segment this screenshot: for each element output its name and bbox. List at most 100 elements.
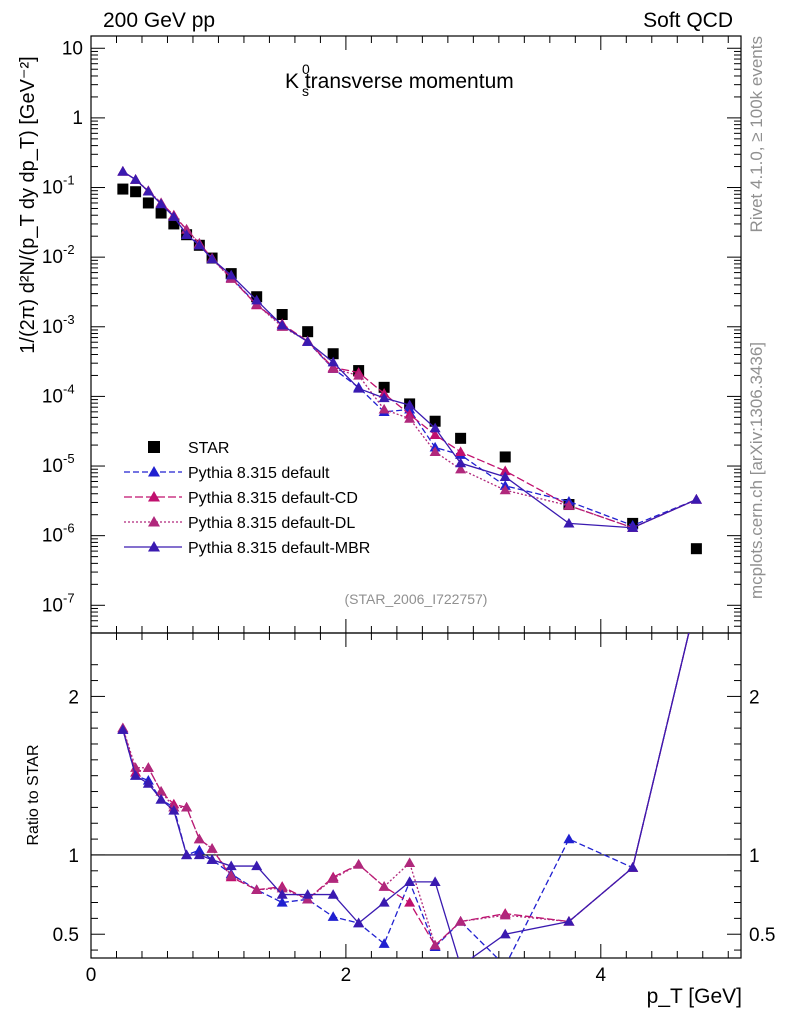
pythia-8-315-default-dl-ratio-point (455, 916, 467, 926)
pythia-8-315-default-dl-ratio-point (353, 858, 365, 869)
y-tick-label: 10 (42, 595, 63, 616)
y-tick-label: 10 (42, 456, 63, 477)
pythia-8-315-default-mbr-ratio-point (499, 928, 511, 939)
pythia-8-315-default-mbr-point (117, 165, 129, 176)
pythia-8-315-default-mbr-ratio-point (327, 889, 339, 899)
pythia-8-315-default-mbr-point (455, 457, 467, 468)
pythia-8-315-default-mbr-ratio-point (627, 862, 639, 872)
pythia-8-315-default-mbr-point (181, 229, 193, 239)
pythia-8-315-default-mbr-point (155, 198, 167, 209)
pythia-8-315-default-mbr-ratio-point (206, 854, 218, 864)
y-tick-exponent: -7 (63, 590, 75, 605)
pythia-8-315-default-mbr-point (378, 392, 390, 403)
pythia-8-315-default-mbr-point (627, 522, 639, 532)
pythia-8-315-default-dl-ratio-point (499, 909, 511, 920)
pythia-8-315-default-mbr-ratio-point (117, 724, 129, 734)
pythia-8-315-default-mbr-ratio-point (142, 778, 154, 788)
pythia-8-315-default-ratio-point (500, 960, 511, 970)
pythia-8-315-default-dl-ratio-point (378, 881, 390, 891)
y-tick-exponent: -3 (63, 312, 75, 327)
ratio-tick-label: 1 (68, 846, 79, 867)
y-tick-label: 10 (42, 178, 63, 199)
pythia-8-315-default-dl-ratio-point (155, 786, 167, 796)
pythia-8-315-default-mbr-ratio-point (155, 793, 167, 804)
pythia-8-315-default-dl-ratio-point (130, 762, 142, 772)
pythia-8-315-default-mbr-point (327, 356, 339, 367)
star-data-point (142, 197, 154, 209)
pythia-8-315-default-cd-point (429, 429, 441, 440)
pythia-8-315-default-dl-point (378, 403, 390, 414)
x-tick-label: 0 (86, 965, 97, 986)
pythia-8-315-default-dl-ratio-point (276, 882, 288, 893)
legend-label: Pythia 8.315 default-DL (188, 515, 355, 532)
pythia-8-315-default-mbr-ratio-point (168, 805, 180, 815)
y-tick-label: 10 (62, 38, 83, 59)
pythia-8-315-default-ratio-line (122, 633, 690, 958)
ratio-tick-label: 0.5 (749, 925, 775, 946)
pythia-8-315-default-cd-point (455, 446, 467, 456)
pythia-8-315-default-dl-ratio-line (122, 633, 690, 947)
ratio-axis-label: Ratio to STAR (25, 744, 42, 845)
pythia-8-315-default-dl-ratio-point (206, 843, 218, 853)
ratio-tick-label: 2 (749, 687, 760, 708)
pythia-8-315-default-mbr-ratio-point (455, 960, 466, 970)
pythia-8-315-default-ratio-point (276, 897, 288, 907)
pythia-8-315-default-dl-ratio-point (225, 870, 237, 880)
y-tick-exponent: -6 (63, 521, 75, 536)
pythia-8-315-default-dl-point (455, 463, 467, 474)
pythia-8-315-default-dl-ratio-point (193, 833, 205, 844)
pythia-8-315-default-mbr-point (225, 269, 237, 280)
pythia-8-315-default-mbr-point (206, 253, 218, 264)
pythia-8-315-default-mbr-point (302, 336, 314, 346)
pythia-8-315-default-mbr-point (353, 382, 365, 393)
star-data-point (276, 309, 288, 321)
pythia-8-315-default-mbr-point (276, 319, 288, 330)
pythia-8-315-default-mbr-point (168, 211, 180, 221)
star-data-point (168, 218, 180, 230)
pythia-8-315-default-mbr-ratio-point (302, 889, 314, 899)
pythia-8-315-default-dl-ratio-point (142, 762, 154, 772)
pythia-8-315-default-dl-ratio-point (429, 939, 441, 950)
legend-marker-pythia-8-315-default-dl (148, 516, 160, 527)
y-tick-label: 10 (42, 317, 63, 338)
pythia-8-315-default-mbr-ratio-point (353, 917, 365, 928)
pythia-8-315-default-mbr-point (404, 399, 416, 410)
rivet-label: Rivet 4.1.0, ≥ 100k events (747, 36, 766, 232)
y-tick-exponent: -4 (63, 381, 75, 396)
pythia-8-315-default-mbr-ratio-point (691, 596, 702, 606)
star-data-point (429, 415, 441, 427)
legend-marker-pythia-8-315-default (148, 466, 160, 477)
x-axis-label: p_T [GeV] (647, 985, 742, 1008)
star-data-point (117, 183, 129, 195)
legend-marker-pythia-8-315-default-mbr (148, 541, 160, 552)
star-data-point (327, 348, 339, 360)
pythia-8-315-default-dl-ratio-point (691, 596, 702, 606)
legend-label: Pythia 8.315 default-MBR (188, 540, 370, 557)
pythia-8-315-default-mbr-ratio-point (130, 770, 142, 780)
y-tick-label: 10 (42, 247, 63, 268)
y-tick-label: 10 (42, 526, 63, 547)
star-data-point (499, 451, 511, 463)
y-tick-exponent: -1 (63, 173, 75, 188)
pythia-8-315-default-mbr-ratio-point (404, 876, 416, 887)
header-right: Soft QCD (643, 9, 733, 32)
pythia-8-315-default-cd-ratio-line (122, 633, 690, 947)
pythia-8-315-default-mbr-point (193, 239, 205, 250)
pythia-8-315-default-mbr-ratio-point (225, 860, 237, 871)
pythia-8-315-default-ratio-point (691, 596, 702, 606)
chart-title-sub: s (302, 83, 309, 99)
y-tick-exponent: -5 (63, 451, 75, 466)
pythia-8-315-default-dl-ratio-point (404, 857, 416, 868)
legend-label: STAR (188, 440, 229, 457)
legend-marker-pythia-8-315-default-cd (148, 491, 160, 502)
pythia-8-315-default-mbr-ratio-point (181, 849, 193, 860)
pythia-8-315-default-dl-ratio-point (327, 873, 339, 883)
pythia-8-315-default-mbr-ratio-point (378, 897, 390, 907)
pythia-8-315-default-dl-point (499, 484, 511, 495)
chart-title: K transverse momentum (285, 70, 514, 93)
pythia-8-315-default-mbr-point (130, 174, 142, 184)
chart-title-sup: 0 (302, 61, 310, 77)
ratio-tick-label: 0.5 (53, 925, 79, 946)
pythia-8-315-default-mbr-ratio-point (563, 916, 575, 926)
